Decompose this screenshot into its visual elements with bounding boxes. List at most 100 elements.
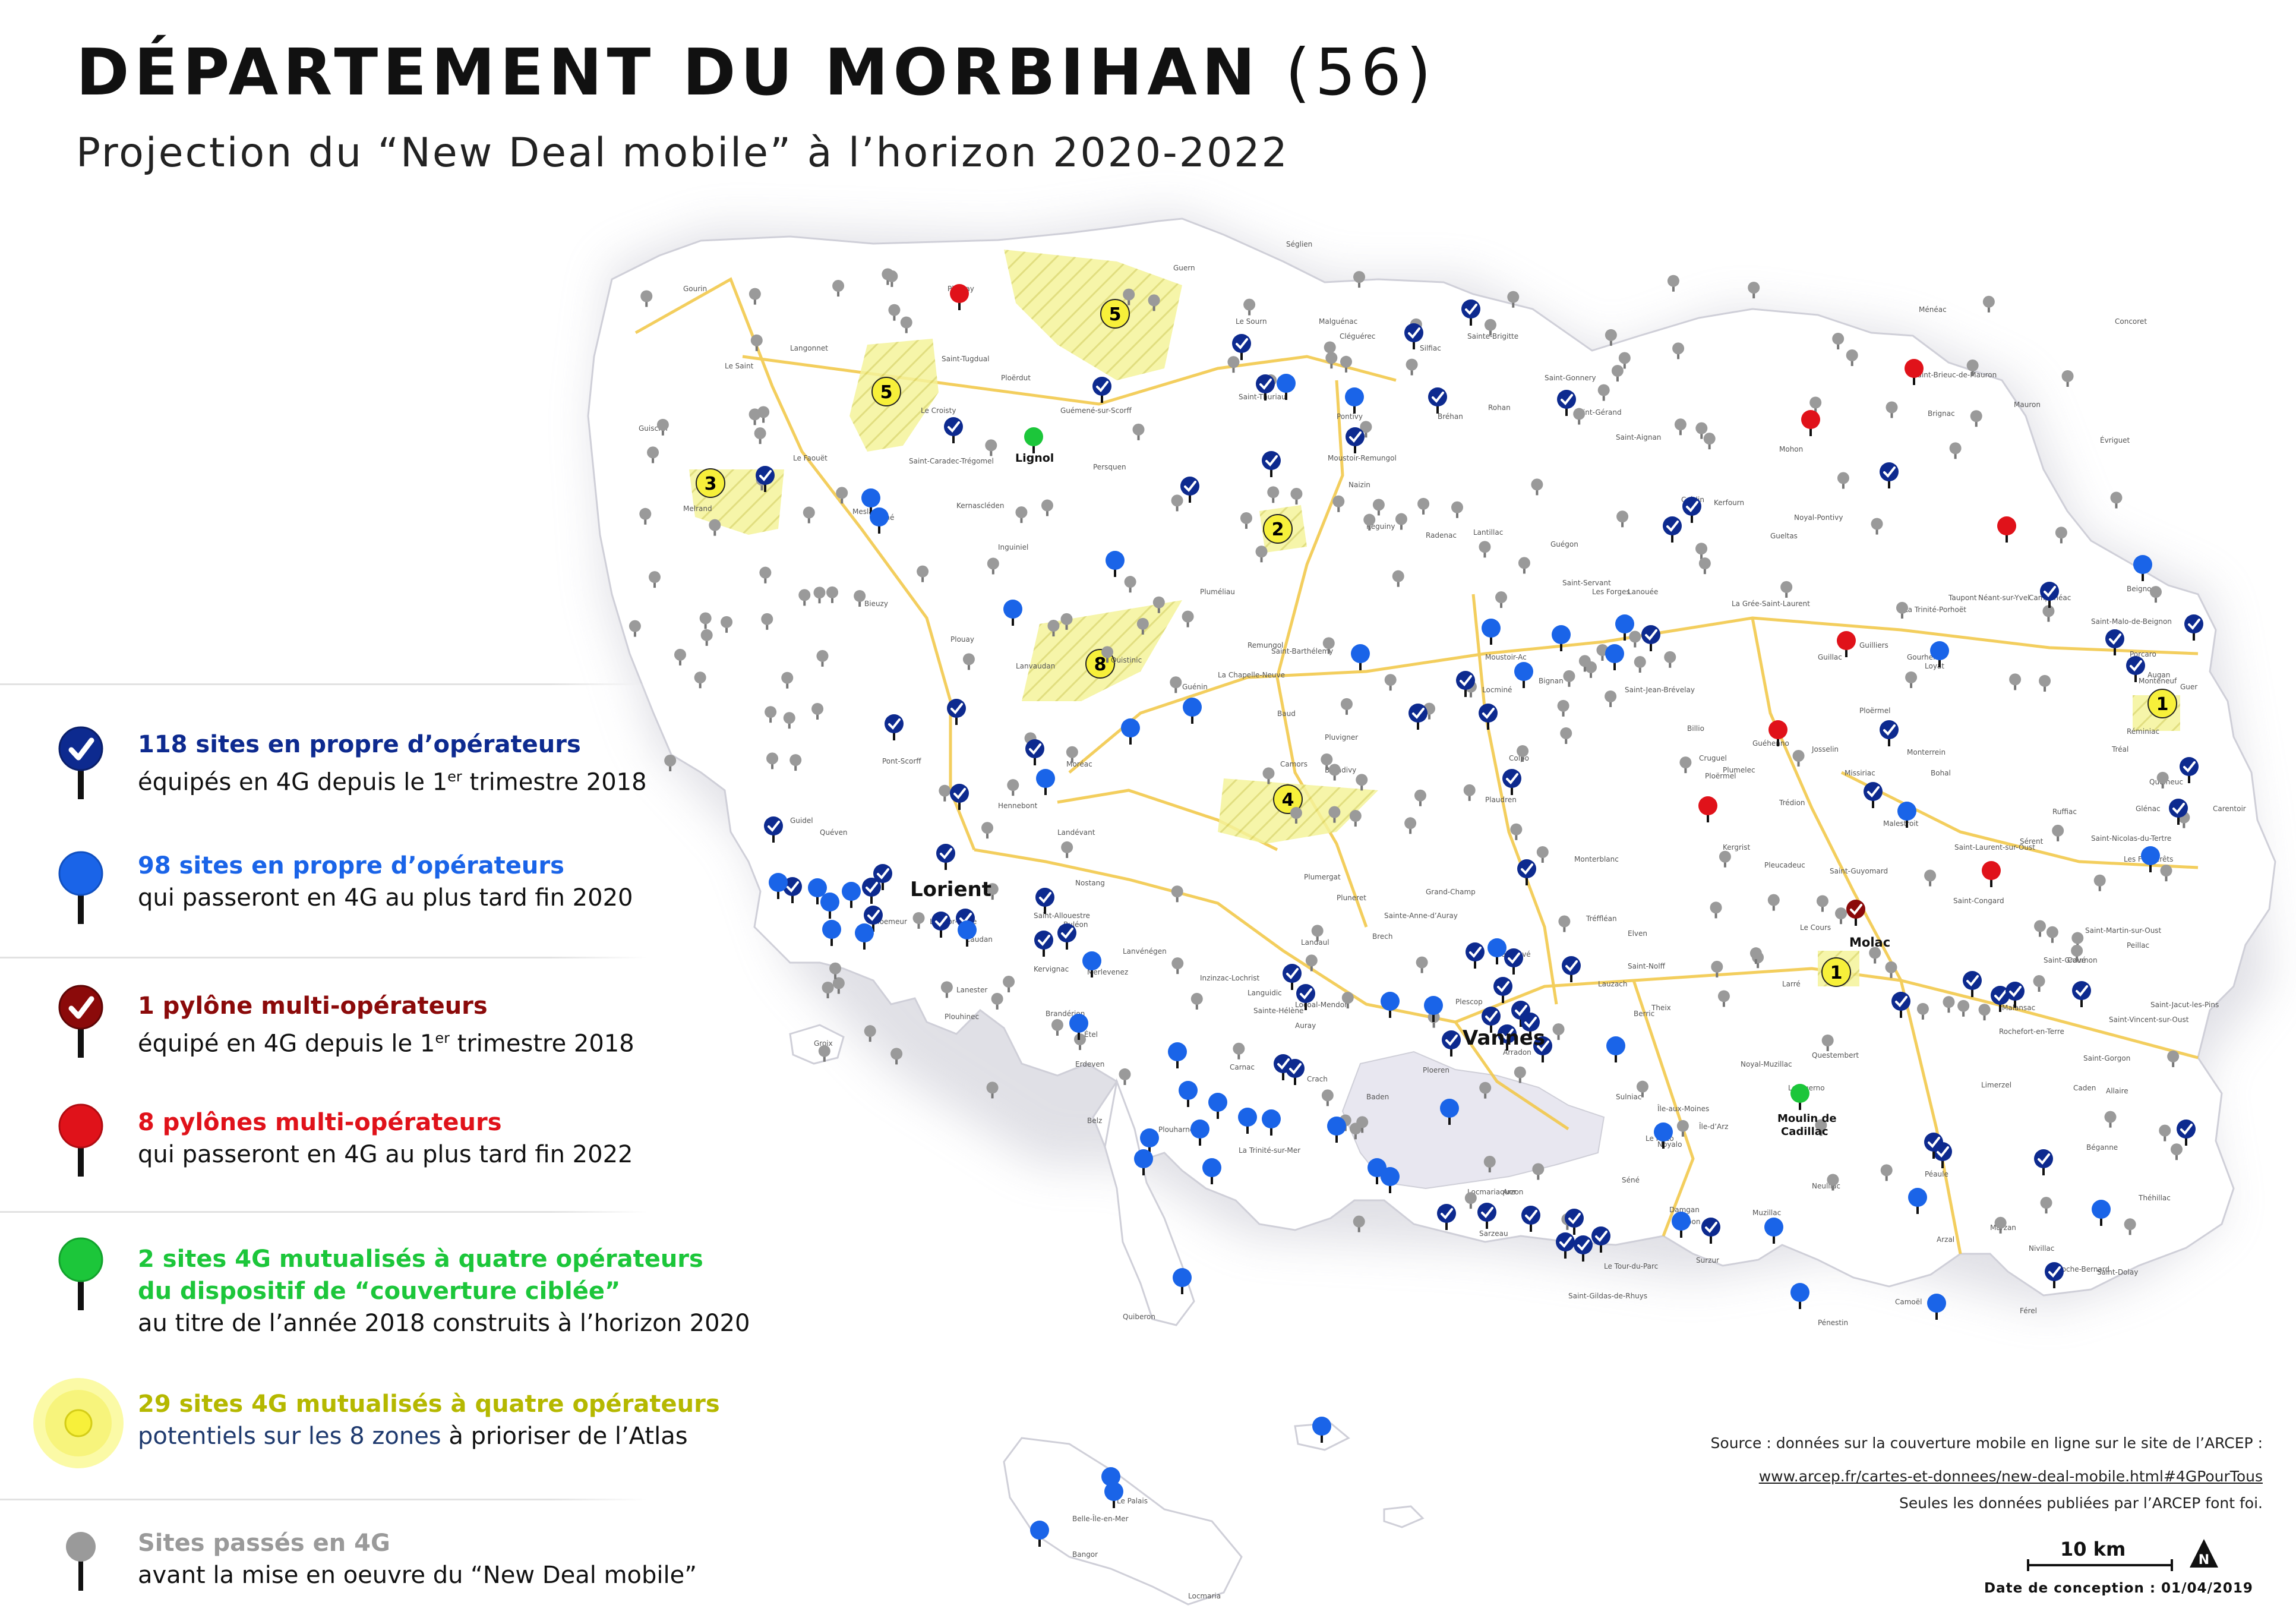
site-pin-passes [700,629,713,646]
town-label: Guidel [790,816,813,825]
site-pin-passes [1340,698,1353,715]
town-label: Belz [1087,1117,1102,1125]
site-pin-own-4g [1682,497,1701,523]
site-pin-passes [2033,975,2045,992]
site-pin-passes [1003,976,1015,993]
site-pin-passes [640,290,653,307]
site-pin-own-2020 [1897,802,1916,828]
town-label: Arzon [1503,1188,1523,1196]
town-label: Plescop [1455,998,1483,1006]
town-label: Bieuzy [864,600,888,608]
site-pin-passes [798,589,811,606]
page-title: DÉPARTEMENT DU MORBIHAN (56) [76,36,1436,110]
site-pin-multi-4g [1846,900,1865,926]
site-pin-passes [1328,806,1341,823]
town-label: Brech [1372,932,1393,941]
site-pin-passes [886,270,898,287]
svg-text:1: 1 [1830,963,1843,983]
page-subtitle: Projection du “New Deal mobile” à l’hori… [76,130,1289,176]
site-pin-passes [1557,699,1569,717]
town-label: Pont-Scorff [882,757,921,765]
town-label: Le Croisty [921,406,956,415]
site-pin-passes [1066,746,1078,763]
site-pin-passes [1846,349,1858,366]
source-link[interactable]: www.arcep.fr/cartes-et-donnees/new-deal-… [1758,1468,2263,1485]
site-pin-passes [2167,1050,2180,1067]
town-label: Beignon [2127,585,2156,593]
city-label-lorient: Lorient [910,878,991,901]
town-label: Hennebont [998,802,1038,810]
site-pin-own-2020 [1672,1212,1691,1238]
site-pin-passes [890,1048,903,1065]
site-pin-own-4g [2184,614,2203,641]
site-pin-passes [1007,779,1019,796]
town-label: Auray [1295,1021,1316,1030]
site-pin-passes [1719,850,1731,868]
site-pin-passes [750,334,763,351]
site-pin-passes [1978,1004,1991,1021]
legend-icon-own-4g [58,726,103,799]
site-pin-own-2020 [1208,1093,1227,1119]
site-pin-passes [991,992,1003,1010]
site-pin-own-4g [1924,1133,1943,1159]
site-pin-passes [1698,557,1711,575]
scale-bar [2027,1559,2173,1571]
town-label: Réminiac [2127,727,2159,736]
site-pin-own-2020 [1351,644,1370,670]
title-department-number: (56) [1285,36,1436,110]
site-pin-own-2020 [1440,1099,1459,1125]
town-label: Taupont [1948,594,1977,602]
town-label: Évriguet [2100,436,2130,444]
site-pin-passes [1531,478,1543,496]
site-pin-own-2020 [1930,641,1949,667]
city-label-lignol: Lignol [1015,452,1054,465]
site-pin-own-2020 [1121,718,1140,745]
site-pin-passes [985,439,997,456]
town-label: Noyal-Pontivy [1794,513,1843,522]
site-pin-own-2020 [820,893,839,919]
town-label: Plouhinec [945,1013,979,1021]
site-pin-passes [1483,1156,1496,1173]
site-pin-passes [1767,894,1780,911]
site-pin-passes [1924,869,1937,887]
town-label: Guillac [1818,653,1842,661]
town-label: Noyal-Muzillac [1741,1060,1792,1068]
site-pin-own-2020 [1312,1417,1331,1443]
site-pin-passes [1243,298,1256,316]
site-pin-passes [1597,384,1610,401]
town-label: Sainte-Brigitte [1467,332,1518,340]
site-pin-own-4g [1557,390,1576,416]
site-pin-own-2020 [1487,938,1507,964]
town-label: Limerzel [1981,1081,2011,1089]
site-pin-own-4g [1408,704,1428,730]
legend-icon-multi-2022 [58,1103,103,1177]
site-pin-passes [1152,596,1165,613]
town-label: Grand-Champ [1426,888,1476,896]
town-label: Saint-Gonnery [1545,374,1596,382]
town-label: Allaire [2106,1087,2128,1095]
site-pin-own-4g [1701,1218,1720,1244]
town-label: Saint-Tugdual [942,355,989,363]
site-pin-multi-2022 [950,284,969,310]
site-pin-passes [1123,288,1135,305]
site-pin-own-2020 [1381,1167,1400,1193]
site-pin-passes [648,571,661,588]
site-pin-passes [1558,915,1571,932]
town-label: Saint-Caradec-Trégomel [909,457,994,465]
site-pin-passes [888,304,901,321]
legend-text-own-2020: 98 sites en propre d’opérateurs qui pass… [138,850,633,914]
site-pin-own-4g [1034,931,1053,957]
site-pin-passes [1703,433,1716,450]
site-pin-own-4g [1025,739,1044,765]
site-pin-passes [1463,784,1476,801]
department-morbihan [587,217,2276,1297]
town-label: Berric [1634,1010,1654,1018]
site-pin-passes [1404,817,1417,834]
site-pin-own-2020 [1552,625,1571,651]
site-pin-own-2020 [1605,644,1624,670]
town-label: Plumergat [1304,873,1341,881]
site-pin-passes [1267,486,1280,503]
site-pin-ciblee [1024,427,1043,453]
site-pin-passes [1695,422,1708,439]
zone-label-3: 3 [696,468,725,498]
